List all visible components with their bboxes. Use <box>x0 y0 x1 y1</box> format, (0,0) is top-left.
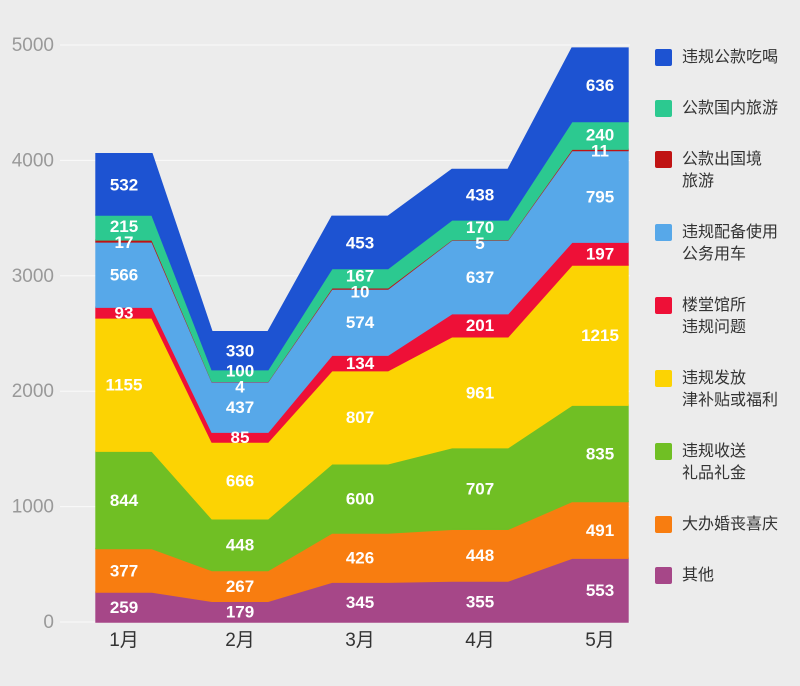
legend-swatch <box>655 49 672 66</box>
data-label: 491 <box>586 521 614 540</box>
legend-item[interactable]: 楼堂馆所 违规问题 <box>655 295 778 339</box>
area-series[interactable] <box>95 47 629 371</box>
data-label: 197 <box>586 245 614 264</box>
y-axis-label: 4000 <box>12 150 54 171</box>
data-label: 566 <box>110 266 138 285</box>
legend-item[interactable]: 大办婚丧喜庆 <box>655 514 778 536</box>
data-label: 961 <box>466 383 494 402</box>
legend-swatch <box>655 443 672 460</box>
data-label: 355 <box>466 593 494 612</box>
legend-swatch <box>655 567 672 584</box>
legend-swatch <box>655 224 672 241</box>
legend-swatch <box>655 297 672 314</box>
data-label: 134 <box>346 354 375 373</box>
data-label: 600 <box>346 489 374 508</box>
y-axis-label: 1000 <box>12 497 54 518</box>
x-axis-label: 1月 <box>109 630 139 651</box>
data-label: 448 <box>466 546 494 565</box>
legend-item[interactable]: 违规公款吃喝 <box>655 47 778 69</box>
data-label: 426 <box>346 549 374 568</box>
data-label: 666 <box>226 471 254 490</box>
data-label: 453 <box>346 233 374 252</box>
x-axis-label: 5月 <box>585 630 615 651</box>
data-label: 637 <box>466 268 494 287</box>
legend-label: 其他 <box>682 567 715 584</box>
data-label: 835 <box>586 444 614 463</box>
legend-swatch <box>655 151 672 168</box>
legend-swatch <box>655 100 672 117</box>
legend-item[interactable]: 公款出国境 旅游 <box>655 149 778 193</box>
data-label: 240 <box>586 126 614 145</box>
data-label: 5 <box>475 234 484 253</box>
data-label: 267 <box>226 577 254 596</box>
legend-label: 公款国内旅游 <box>682 100 779 117</box>
data-label: 345 <box>346 593 374 612</box>
data-label: 85 <box>231 428 250 447</box>
legend-label: 违规发放 津补贴或福利 <box>682 370 779 409</box>
data-label: 1215 <box>581 326 619 345</box>
legend-item[interactable]: 违规收送 礼品礼金 <box>655 441 778 485</box>
data-label: 330 <box>226 342 254 361</box>
legend-label: 违规公款吃喝 <box>682 49 779 66</box>
legend-label: 违规配备使用 公务用车 <box>682 224 779 263</box>
x-axis-label: 2月 <box>225 630 255 651</box>
legend-item[interactable]: 违规配备使用 公务用车 <box>655 222 778 266</box>
x-axis-label: 4月 <box>465 630 495 651</box>
data-label: 553 <box>586 581 614 600</box>
data-label: 795 <box>586 187 614 206</box>
data-label: 707 <box>466 480 494 499</box>
data-label: 10 <box>351 282 370 301</box>
legend-swatch <box>655 370 672 387</box>
legend-label: 违规收送 礼品礼金 <box>682 443 747 482</box>
data-label: 11 <box>591 142 609 161</box>
x-axis-label: 3月 <box>345 630 375 651</box>
y-axis-label: 5000 <box>12 35 54 56</box>
y-axis-label: 3000 <box>12 266 54 287</box>
data-label: 93 <box>115 304 134 323</box>
data-label: 259 <box>110 598 138 617</box>
data-label: 377 <box>110 561 138 580</box>
data-label: 636 <box>586 76 614 95</box>
legend-swatch <box>655 516 672 533</box>
legend-item[interactable]: 违规发放 津补贴或福利 <box>655 368 778 412</box>
data-label: 532 <box>110 175 138 194</box>
data-label: 1155 <box>106 376 143 395</box>
data-label: 179 <box>226 603 254 622</box>
data-label: 4 <box>235 378 245 397</box>
data-label: 437 <box>226 398 254 417</box>
data-label: 100 <box>226 362 254 381</box>
legend-label: 大办婚丧喜庆 <box>682 516 779 533</box>
data-label: 574 <box>346 313 375 332</box>
legend-item[interactable]: 其他 <box>655 565 778 587</box>
data-label: 807 <box>346 408 374 427</box>
data-label: 215 <box>110 217 138 236</box>
legend-label: 公款出国境 旅游 <box>682 151 763 190</box>
data-label: 170 <box>466 218 494 237</box>
legend-label: 楼堂馆所 违规问题 <box>682 297 747 336</box>
y-axis-label: 0 <box>43 612 54 633</box>
data-label: 448 <box>226 536 254 555</box>
data-label: 844 <box>110 491 139 510</box>
data-label: 167 <box>346 266 374 285</box>
y-axis-label: 2000 <box>12 381 54 402</box>
legend-item[interactable]: 公款国内旅游 <box>655 98 778 120</box>
chart-legend: 违规公款吃喝 公款国内旅游公款出国境 旅游 违规配备使用 公务用车 楼堂馆所 违规问题… <box>655 47 778 587</box>
data-label: 438 <box>466 186 494 205</box>
data-label: 201 <box>466 316 494 335</box>
data-label: 17 <box>115 233 134 252</box>
